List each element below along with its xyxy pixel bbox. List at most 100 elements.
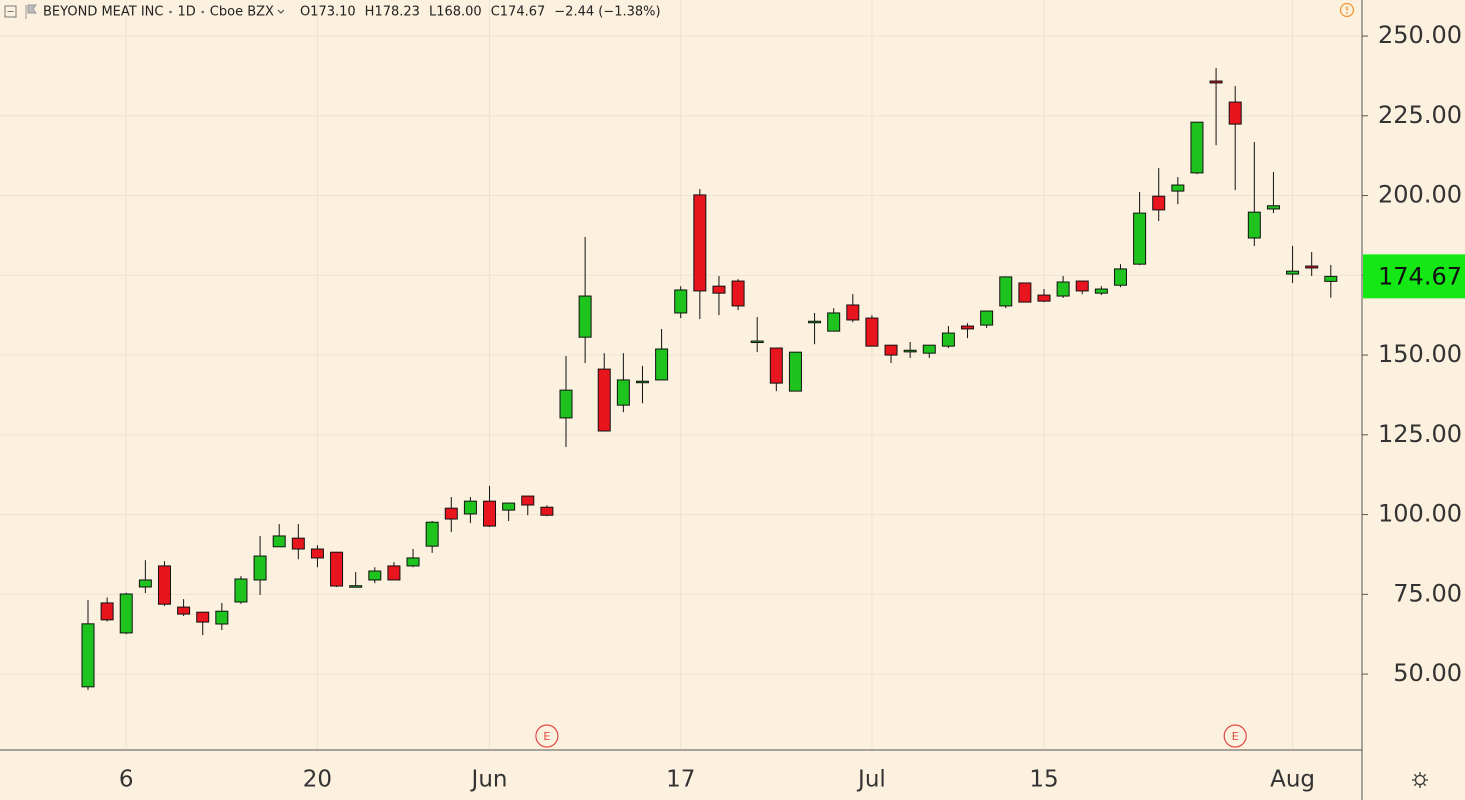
candle-body bbox=[980, 310, 994, 326]
x-tick-label: Jun bbox=[470, 767, 508, 793]
candle-body bbox=[616, 379, 630, 406]
candle-body bbox=[521, 495, 535, 506]
candle-body bbox=[406, 557, 420, 567]
x-tick-label: 20 bbox=[303, 767, 332, 793]
x-tick-label: 15 bbox=[1029, 767, 1058, 793]
candle-body bbox=[463, 500, 477, 515]
earnings-label: E bbox=[543, 730, 550, 743]
legend-key: H bbox=[365, 5, 375, 20]
alert-circle bbox=[1339, 2, 1355, 18]
legend-value: 168.00 bbox=[436, 5, 482, 20]
candle-body bbox=[769, 347, 783, 384]
earnings-marker[interactable] bbox=[535, 724, 559, 748]
candle-body bbox=[922, 344, 936, 354]
change: −2.44 (−1.38%) bbox=[554, 5, 660, 20]
header: BEYOND MEAT INC 1D Cboe BZX O 173.10 H 178.23… bbox=[4, 4, 661, 20]
candle-body bbox=[1209, 80, 1223, 84]
candle-body bbox=[1037, 294, 1051, 302]
grid bbox=[0, 0, 1362, 750]
candle-body bbox=[903, 349, 917, 353]
alert-icon[interactable] bbox=[1339, 2, 1355, 18]
dropdown-caret bbox=[277, 9, 285, 14]
candle-body bbox=[1094, 288, 1108, 294]
candle-body bbox=[100, 602, 114, 621]
candle-body bbox=[655, 348, 669, 381]
collapse-icon[interactable] bbox=[4, 5, 17, 18]
earnings-label: E bbox=[1232, 730, 1239, 743]
earnings-marker[interactable] bbox=[1223, 724, 1247, 748]
candle-body bbox=[865, 317, 879, 347]
candle-body bbox=[941, 332, 955, 347]
legend-value: 174.67 bbox=[500, 5, 546, 20]
candle-body bbox=[540, 506, 554, 516]
x-tick-label: Jul bbox=[856, 767, 886, 793]
candle-body bbox=[483, 500, 497, 527]
last-price-label: 174.67 bbox=[1378, 262, 1462, 290]
candle-body bbox=[808, 320, 822, 324]
candle-body bbox=[1247, 211, 1261, 239]
candle-body bbox=[138, 579, 152, 588]
candle-body bbox=[788, 351, 802, 392]
candle-body bbox=[884, 344, 898, 356]
x-tick-label: Aug bbox=[1270, 767, 1315, 793]
candle-body bbox=[196, 611, 210, 623]
candle-body bbox=[1133, 212, 1147, 265]
candle-body bbox=[1305, 265, 1319, 269]
y-tick-label: 50.00 bbox=[1393, 659, 1462, 687]
flag-icon[interactable] bbox=[25, 4, 37, 19]
candle-body bbox=[81, 623, 95, 688]
settings-rays bbox=[1412, 772, 1428, 788]
candle-body bbox=[999, 276, 1013, 307]
candle-body bbox=[1190, 121, 1204, 174]
candle-body bbox=[750, 340, 764, 344]
candle-body bbox=[1228, 101, 1242, 125]
legend-key: C bbox=[491, 5, 500, 20]
candle-body bbox=[177, 606, 191, 615]
candle-body bbox=[330, 551, 344, 587]
y-tick-label: 150.00 bbox=[1378, 340, 1462, 368]
candle-body bbox=[597, 368, 611, 432]
candle-body bbox=[387, 565, 401, 581]
candle-body bbox=[291, 537, 305, 550]
candle-body bbox=[444, 507, 458, 520]
separator bbox=[169, 10, 172, 14]
candle-body bbox=[310, 548, 324, 559]
candle-body bbox=[272, 535, 286, 548]
candle-body bbox=[1324, 275, 1338, 282]
candle-body bbox=[157, 565, 171, 605]
x-tick-label: 6 bbox=[119, 767, 134, 793]
y-tick-label: 200.00 bbox=[1378, 181, 1462, 209]
last-price-box bbox=[1363, 254, 1465, 299]
candle-body bbox=[1152, 195, 1166, 211]
separator bbox=[201, 10, 205, 14]
candle-body bbox=[1018, 282, 1032, 303]
candle-body bbox=[1075, 280, 1089, 292]
candle-body bbox=[349, 585, 363, 588]
candle-body bbox=[368, 570, 382, 581]
candle-body bbox=[119, 593, 133, 634]
alert-dot bbox=[1346, 12, 1348, 14]
candle-body bbox=[846, 304, 860, 321]
y-tick-label: 250.00 bbox=[1378, 21, 1462, 49]
y-tick-label: 100.00 bbox=[1378, 500, 1462, 528]
symbol[interactable]: BEYOND MEAT INC bbox=[43, 5, 164, 20]
legend-value: 178.23 bbox=[374, 5, 420, 20]
candle-body bbox=[559, 389, 573, 419]
exchange: Cboe BZX bbox=[210, 5, 274, 20]
candle-body bbox=[827, 312, 841, 332]
candle-body bbox=[693, 194, 707, 292]
y-tick-label: 125.00 bbox=[1378, 420, 1462, 448]
plot-area bbox=[81, 67, 1338, 691]
candle-body bbox=[253, 555, 267, 581]
candle-body bbox=[425, 521, 439, 547]
legend-value: 173.10 bbox=[310, 5, 356, 20]
candle-body bbox=[578, 295, 592, 338]
candle-body bbox=[961, 325, 975, 330]
interval: 1D bbox=[178, 5, 196, 20]
settings-icon[interactable] bbox=[1412, 772, 1428, 788]
y-tick-label: 75.00 bbox=[1393, 579, 1462, 607]
candle-body bbox=[502, 502, 516, 511]
candle-body bbox=[1266, 205, 1280, 210]
